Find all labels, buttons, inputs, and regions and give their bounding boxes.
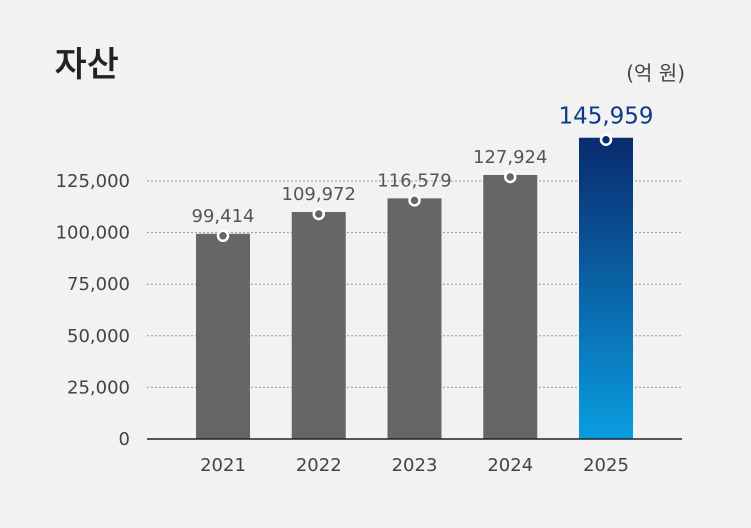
value-marker bbox=[408, 194, 421, 207]
unit-label: (억 원) bbox=[626, 61, 685, 85]
value-label: 109,972 bbox=[282, 184, 356, 205]
value-marker bbox=[504, 170, 517, 184]
x-tick-label: 2025 bbox=[583, 455, 629, 476]
value-marker bbox=[216, 229, 230, 243]
bar-2021 bbox=[196, 233, 250, 439]
value-marker bbox=[599, 133, 613, 146]
bars bbox=[196, 137, 633, 440]
value-label: 99,414 bbox=[192, 206, 255, 227]
y-tick-label: 75,000 bbox=[67, 274, 130, 295]
value-label: 127,924 bbox=[473, 147, 547, 168]
labels: 0 25,000 50,000 75,000 100,000 125,000 99,414 2… bbox=[56, 104, 654, 476]
value-label: 116,579 bbox=[377, 170, 451, 191]
y-tick-label: 125,000 bbox=[56, 171, 130, 192]
bar-2022 bbox=[291, 212, 346, 439]
bar-2025 bbox=[579, 137, 633, 439]
y-tick-label: 100,000 bbox=[56, 223, 130, 244]
y-tick-label: 50,000 bbox=[67, 326, 130, 347]
value-marker bbox=[312, 207, 325, 221]
value-label: 145,959 bbox=[558, 104, 653, 130]
chart-title: 자산 bbox=[55, 45, 120, 85]
x-tick-label: 2023 bbox=[392, 455, 438, 476]
x-tick-label: 2021 bbox=[200, 455, 246, 476]
x-tick-label: 2024 bbox=[487, 455, 533, 476]
x-tick-label: 2022 bbox=[296, 455, 342, 476]
y-tick-label: 0 bbox=[119, 429, 130, 450]
bar-2023 bbox=[387, 198, 442, 439]
y-tick-label: 25,000 bbox=[67, 377, 130, 398]
bar-2024 bbox=[483, 174, 538, 440]
